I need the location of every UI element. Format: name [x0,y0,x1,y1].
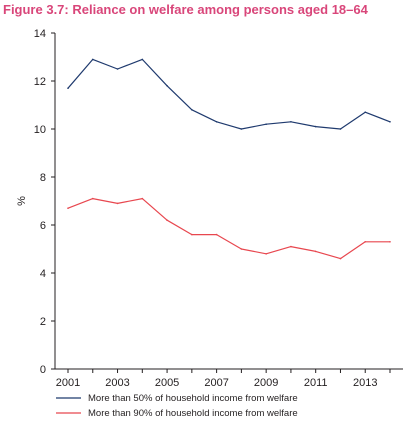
data-point-series-2 [91,197,94,200]
x-tick-label: 2009 [254,377,278,389]
y-tick-label: 4 [40,268,46,280]
y-tick-label: 0 [40,364,46,376]
legend: More than 50% of household income from w… [56,393,298,419]
data-point-series-2 [240,248,243,250]
data-point-series-1 [141,58,144,61]
x-tick-label: 2003 [105,377,129,389]
y-axis-ticks: 0 2 4 6 8 10 12 14 [34,28,55,376]
y-axis-label: % [16,196,28,206]
x-tick-label: 2007 [204,377,228,389]
data-point-series-2 [364,241,367,243]
data-point-series-1 [91,58,94,61]
series-line-2 [67,198,390,260]
y-tick-label: 12 [34,76,46,88]
data-point-series-2 [265,253,267,255]
series-line-1 [67,58,391,130]
data-point-series-2 [141,197,144,200]
data-point-series-1 [265,123,267,125]
x-tick-label: 2011 [304,377,328,389]
figure-title: Figure 3.7: Reliance on welfare among pe… [3,2,368,17]
data-point-series-1 [339,128,342,130]
x-axis-ticks: 2001 2003 2005 2007 2009 2011 2013 [56,369,391,389]
legend-label-series-1: More than 50% of household income from w… [88,393,298,404]
data-point-series-1 [389,121,391,123]
data-point-series-1 [116,68,119,70]
x-tick-label: 2001 [56,377,80,389]
y-tick-label: 10 [34,124,46,136]
data-point-series-1 [364,111,367,113]
data-point-series-2 [389,241,391,243]
data-point-series-1 [240,128,243,130]
y-tick-label: 8 [40,172,46,184]
data-point-series-1 [67,87,69,89]
x-tick-label: 2013 [353,377,377,389]
data-point-series-2 [67,207,69,209]
legend-label-series-2: More than 90% of household income from w… [88,408,298,419]
data-point-series-2 [166,219,168,221]
data-point-series-1 [290,121,292,123]
data-point-series-2 [290,245,292,248]
series-layer [67,58,391,260]
data-point-series-2 [339,257,342,260]
data-point-series-1 [191,109,193,111]
data-point-series-2 [314,250,317,253]
data-point-series-2 [215,233,218,236]
y-tick-label: 6 [40,220,46,232]
y-tick-label: 14 [34,28,46,40]
data-point-series-1 [215,121,218,123]
data-point-series-1 [166,85,168,87]
y-tick-label: 2 [40,316,46,328]
data-point-series-1 [314,125,317,128]
data-point-series-2 [116,202,119,205]
data-point-series-2 [191,233,193,236]
x-tick-label: 2005 [155,377,179,389]
